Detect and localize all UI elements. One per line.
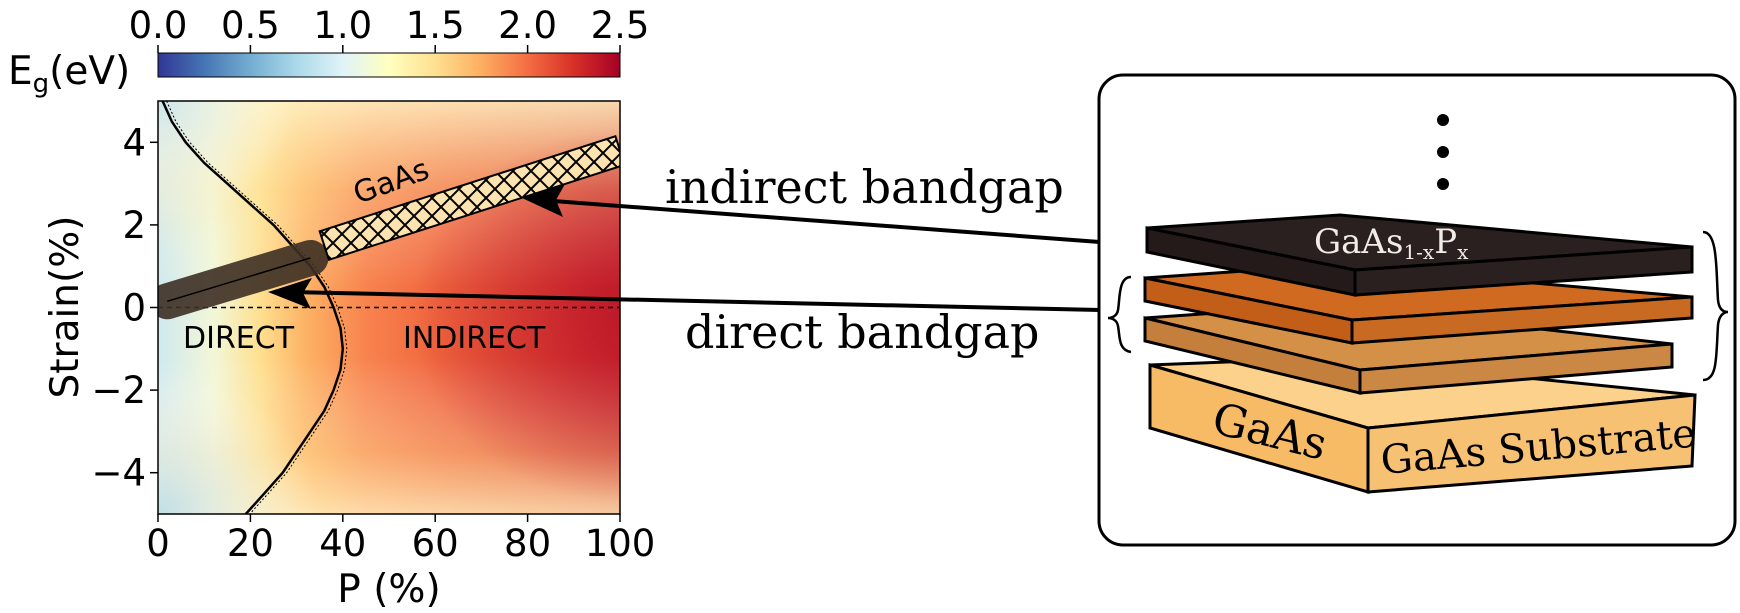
x-tick-label: 40	[319, 522, 366, 565]
colorbar-tick-label: 2.0	[498, 4, 557, 47]
x-axis-ticks: 0 20 40 60 80 100	[146, 514, 655, 565]
colorbar-label: Eg(eV)	[8, 49, 130, 99]
y-tick-label: 4	[122, 121, 146, 164]
y-tick-label: 2	[122, 204, 146, 247]
region-label-indirect: INDIRECT	[403, 321, 546, 356]
colorbar-tick-label: 0.0	[129, 4, 188, 47]
indirect-arrow-line	[539, 198, 1141, 247]
indirect-bandgap-region-band	[318, 135, 620, 262]
direct-arrow-line	[289, 290, 1101, 312]
heatmap-field	[158, 101, 620, 514]
continuation-dot	[1437, 114, 1449, 126]
colorbar-tick-label: 0.5	[221, 4, 280, 47]
y-tick-label: −4	[91, 452, 146, 495]
direct-bandgap-label: direct bandgap	[685, 305, 1040, 359]
indirect-bandgap-label: indirect bandgap	[665, 160, 1064, 214]
top-layer-label: GaAs1-xPx	[1314, 222, 1469, 264]
y-axis-ticks: −4 −2 0 2 4	[91, 121, 158, 495]
x-axis-label: P (%)	[337, 567, 440, 612]
direct-band-centerline	[167, 257, 311, 303]
colorbar-ticks: 0.0 0.5 1.0 1.5 2.0 2.5	[129, 4, 650, 53]
y-tick-label: −2	[91, 369, 146, 412]
x-tick-label: 80	[504, 522, 551, 565]
x-tick-label: 100	[585, 522, 656, 565]
layer-stack-panel: GaAs GaAs Substrate GaAs1-xPx	[1097, 73, 1737, 547]
x-tick-label: 20	[227, 522, 274, 565]
x-tick-label: 60	[412, 522, 459, 565]
left-brace	[1107, 275, 1132, 354]
direct-indirect-boundary-band	[166, 101, 348, 514]
direct-indirect-boundary	[161, 101, 345, 514]
region-label-direct: DIRECT	[183, 321, 295, 356]
colorbar-tick-label: 1.0	[313, 4, 372, 47]
heatmap-plot: DIRECT INDIRECT GaAs 0 20 40 60 80 100 −4−202…	[43, 100, 655, 612]
colorbar: Eg(eV) 0.0 0.5 1.0 1.5 2.0 2.5	[8, 4, 649, 99]
colorbar-bar	[157, 52, 621, 78]
y-tick-label: 0	[122, 287, 146, 330]
colorbar-tick-label: 2.5	[591, 4, 650, 47]
gaasp-top-layer: GaAs1-xPx	[1145, 213, 1694, 297]
continuation-dot	[1437, 146, 1449, 158]
indirect-arrow-head	[522, 184, 565, 217]
arrows: indirect bandgap direct bandgap	[268, 160, 1141, 359]
x-tick-label: 0	[146, 522, 170, 565]
colorbar-tick-label: 1.5	[406, 4, 465, 47]
right-brace	[1702, 230, 1729, 382]
direct-arrow-head	[268, 278, 312, 309]
y-axis-label: Strain(%)	[43, 215, 88, 398]
continuation-dot	[1437, 178, 1449, 190]
